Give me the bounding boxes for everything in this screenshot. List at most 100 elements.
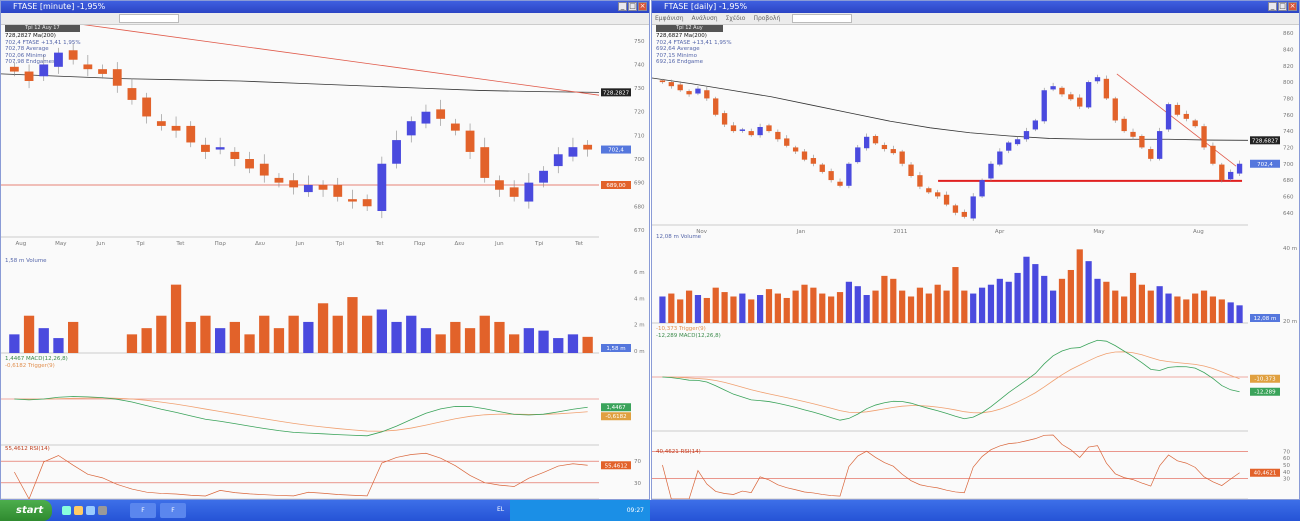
minimize-button[interactable]: _ — [618, 2, 627, 11]
legend-price: 702,4 FTASE +13,41 1,95% — [5, 39, 81, 46]
volume-bar — [567, 334, 579, 353]
chart-area[interactable]: 750 740 730 720 710 700 690 680 670 Aug May Jun Tpi T… — [1, 25, 649, 500]
title-bar[interactable]: FTASE [daily] -1,95% _ □ × — [652, 1, 1299, 13]
candle — [1201, 126, 1207, 148]
menu-view[interactable]: Εμφάνιση — [655, 15, 684, 22]
candle — [480, 147, 490, 178]
volume-bar — [1041, 275, 1048, 323]
date-axis-label: Δευ — [455, 241, 465, 247]
title-bar[interactable]: FTASE [minute] -1,95% _ □ × — [1, 1, 649, 13]
date-axis-label: Tet — [375, 241, 385, 247]
volume-bar — [1138, 284, 1146, 323]
price-axis-label: 710 — [634, 133, 645, 139]
language-indicator[interactable]: EL — [497, 506, 505, 513]
volume-bar — [406, 315, 417, 353]
candle — [348, 199, 357, 202]
candle — [1077, 97, 1083, 107]
volume-bar — [890, 278, 897, 323]
support-price-label-bg — [601, 181, 631, 189]
quicklaunch-icon[interactable] — [98, 506, 107, 515]
price-axis-label: 840 — [1283, 47, 1294, 53]
quicklaunch-icon[interactable] — [62, 506, 71, 515]
volume-bar — [668, 293, 675, 323]
price-axis-label: 760 — [1283, 113, 1294, 119]
candle — [890, 149, 896, 154]
menu-drawing[interactable]: Σχέδιο — [725, 15, 746, 22]
volume-bar — [1183, 299, 1190, 323]
quicklaunch-icon[interactable] — [86, 506, 95, 515]
volume-bar — [259, 315, 270, 353]
volume-bar — [1058, 278, 1066, 323]
quicklaunch-icon[interactable] — [74, 506, 83, 515]
candle — [289, 180, 299, 188]
candle — [1068, 94, 1074, 100]
legend-price: 702,4 FTASE +13,41 1,95% — [656, 39, 732, 46]
volume-bar — [317, 303, 329, 353]
volume-bar — [659, 296, 666, 323]
volume-bar — [934, 284, 941, 323]
candle — [1006, 142, 1012, 151]
volume-bar — [244, 334, 255, 353]
candle — [9, 66, 19, 72]
price-axis-label: 750 — [634, 39, 645, 45]
date-axis-label: Jun — [95, 241, 105, 247]
candle — [748, 131, 754, 136]
candle — [739, 129, 746, 131]
candle — [24, 71, 34, 81]
candle — [908, 164, 914, 176]
start-button[interactable]: start — [0, 500, 52, 521]
macd-value-label-bg — [601, 403, 631, 412]
volume-bar — [23, 315, 35, 353]
candle — [837, 181, 843, 186]
rsi-axis-label: 30 — [1283, 477, 1290, 483]
price-axis-label: 720 — [1283, 145, 1294, 151]
date-axis-label: Aug — [1193, 229, 1204, 235]
volume-bar — [156, 315, 167, 353]
date-axis-label: May — [55, 241, 67, 247]
trendline — [1116, 73, 1237, 167]
volume-bar — [1174, 296, 1181, 323]
legend-min: 707,15 Minimo — [656, 52, 698, 59]
chart-area[interactable]: 860 840 820 800 780 760 740 720 700 680 660 640 Nov J… — [652, 25, 1299, 500]
maximize-button[interactable]: □ — [1278, 2, 1287, 11]
menu-display[interactable]: Προβολή — [753, 15, 781, 22]
legend-end: 692,16 Endgame — [656, 59, 704, 65]
close-button[interactable]: × — [638, 2, 647, 11]
volume-bar — [1200, 290, 1208, 323]
candle — [695, 88, 701, 94]
candle — [1050, 86, 1056, 90]
volume-bar — [1085, 261, 1092, 323]
volume-axis-label: 4 m — [634, 296, 645, 302]
date-axis-label: May — [1093, 229, 1105, 235]
candle — [935, 192, 941, 197]
price-axis-label: 690 — [634, 181, 645, 187]
symbol-input[interactable] — [792, 14, 852, 23]
volume-bar — [347, 297, 358, 353]
minimize-button[interactable]: _ — [1268, 2, 1277, 11]
volume-bar — [141, 328, 152, 353]
candle — [926, 188, 932, 193]
volume-bar — [943, 290, 950, 323]
volume-bar — [1156, 286, 1163, 323]
symbol-input[interactable] — [119, 14, 179, 23]
rsi-value-label: 55,4612 — [605, 463, 628, 469]
price-axis-label: 720 — [634, 110, 645, 116]
date-tag: Tpi 12 Auy — [656, 25, 723, 32]
candle — [259, 163, 269, 176]
volume-bar — [819, 293, 826, 323]
volume-bar — [464, 328, 476, 353]
volume-bar — [748, 299, 755, 323]
clock: 09:27 — [626, 507, 644, 514]
candle — [970, 196, 976, 219]
candle — [775, 131, 781, 140]
taskbar-item[interactable]: F — [130, 503, 156, 518]
maximize-button[interactable]: □ — [628, 2, 637, 11]
volume-axis-label: 40 m — [1283, 246, 1297, 252]
taskbar-item[interactable]: F — [160, 503, 186, 518]
legend-average: 692,64 Average — [656, 46, 700, 52]
candle — [1023, 131, 1030, 140]
menu-analysis[interactable]: Ανάλυση — [691, 15, 718, 22]
price-axis-label: 800 — [1283, 80, 1294, 86]
volume-bar — [712, 287, 719, 323]
close-button[interactable]: × — [1288, 2, 1297, 11]
